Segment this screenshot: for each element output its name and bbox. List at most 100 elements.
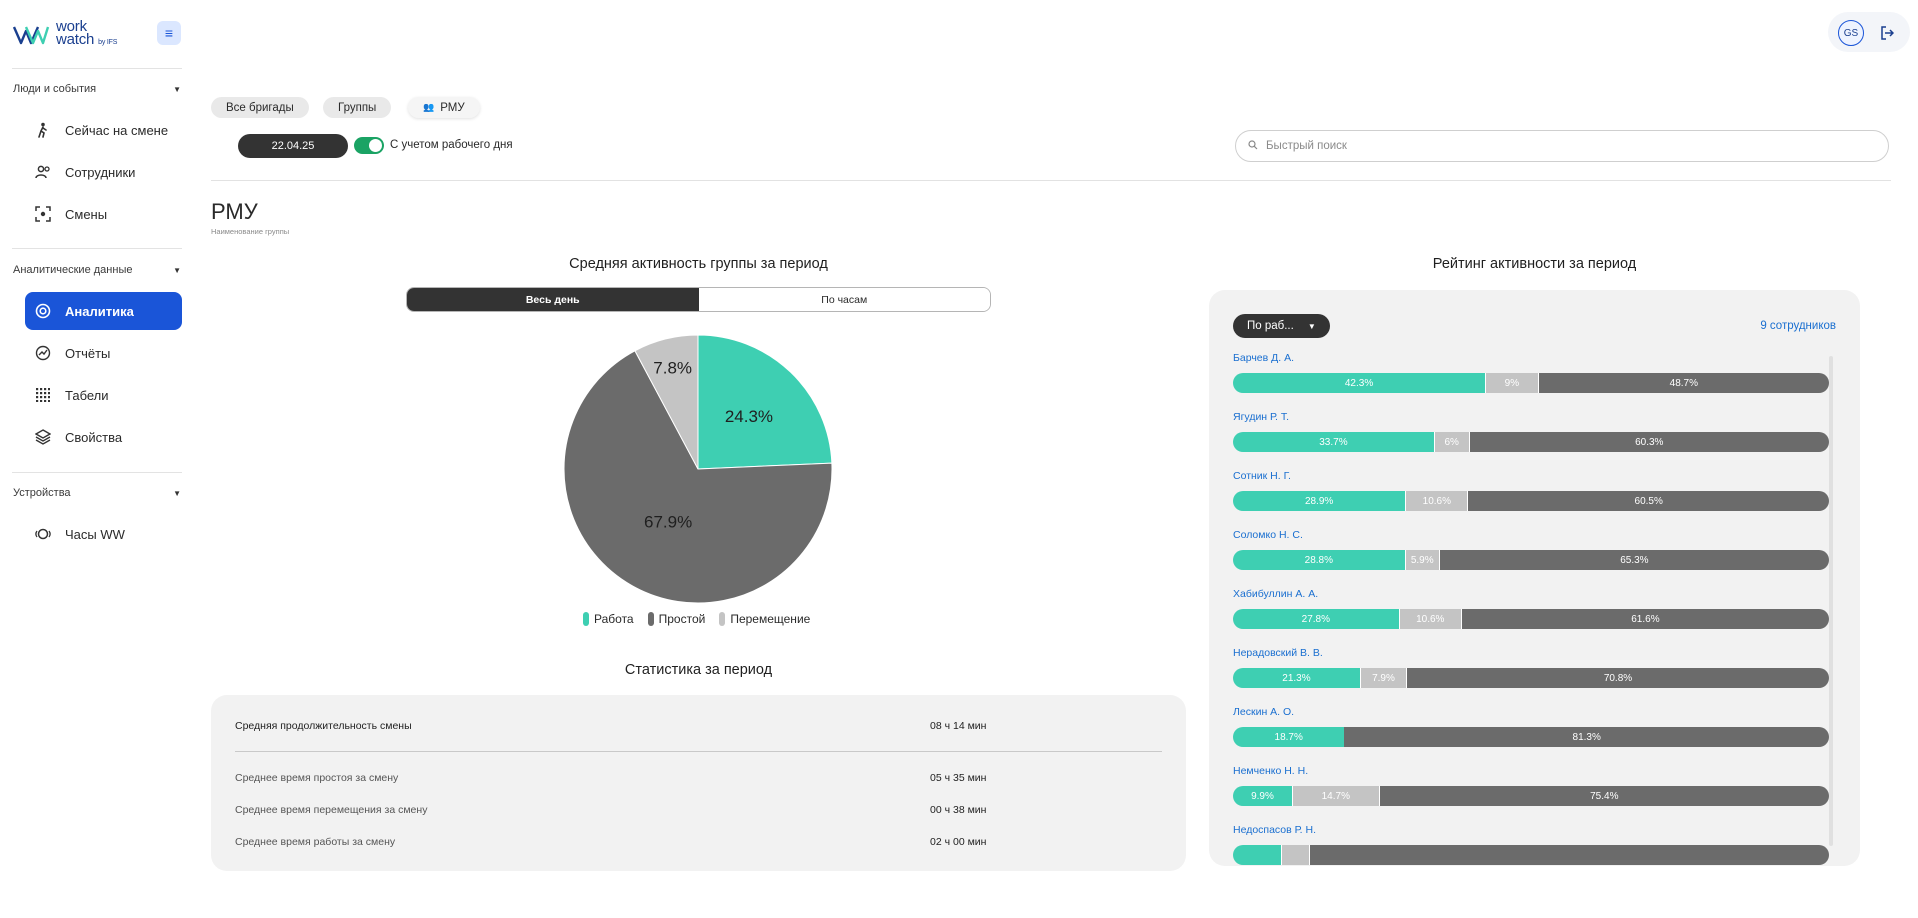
pie-label-0: 24.3% [725, 407, 773, 426]
stat-row: Средняя продолжительность смены 08 ч 14 … [235, 720, 1165, 732]
sidebar-item-reports[interactable]: Отчёты [25, 334, 182, 372]
pie-slice-0[interactable] [697, 334, 833, 470]
bar-segment-move: 60.5% [1468, 491, 1829, 511]
sidebar-item-employees[interactable]: Сотрудники [25, 153, 182, 191]
watch-icon [35, 526, 51, 542]
logo-line2: watch [56, 31, 95, 48]
sidebar-item-watches[interactable]: Часы WW [25, 515, 182, 553]
stat-label: Среднее время простоя за смену [235, 772, 399, 784]
workday-toggle[interactable] [354, 137, 384, 154]
pie-slice-2[interactable] [634, 334, 699, 470]
avatar[interactable]: GS [1838, 20, 1864, 46]
logo-line1: work [56, 18, 87, 35]
section-devices[interactable]: Устройства ▼ [13, 487, 181, 499]
section-people-events[interactable]: Люди и события ▼ [13, 83, 181, 95]
rating-card: По раб... ▼ 9 сотрудников Барчев Д. А. 42… [1209, 290, 1860, 866]
bar-segment-work: 18.7% [1233, 727, 1345, 747]
stat-row: Среднее время простоя за смену 05 ч 35 м… [235, 772, 1165, 784]
stat-row: Среднее время перемещения за смену 00 ч … [235, 804, 1165, 816]
legend-item-idle: Простой [647, 612, 706, 626]
bar-segment-work: 9.9% [1233, 786, 1292, 806]
sidebar-item-label: Свойства [65, 429, 123, 445]
employee-name-link[interactable]: Недоспасов Р. Н. [1233, 824, 1316, 836]
sidebar-item-shifts[interactable]: Смены [25, 195, 182, 233]
bar-segment-work: 28.8% [1233, 550, 1405, 570]
page-title: РМУ [211, 199, 258, 224]
stat-value: 08 ч 14 мин [930, 720, 987, 732]
stats-card: Средняя продолжительность смены 08 ч 14 … [211, 695, 1186, 871]
section-title: Устройства [13, 487, 71, 499]
group-icon: 👥 [423, 102, 435, 112]
activity-tabs: Весь день По часам [406, 287, 991, 312]
employee-name-link[interactable]: Соломко Н. С. [1233, 529, 1303, 541]
tab-whole-day[interactable]: Весь день [407, 288, 699, 311]
rating-filter-dropdown[interactable]: По раб... ▼ [1233, 314, 1330, 338]
bar-segment-move: 60.3% [1469, 432, 1829, 452]
search-input[interactable] [1266, 140, 1866, 152]
employee-row: Соломко Н. С. 28.8% 5.9% 65.3% [1233, 529, 1829, 570]
legend-label: Простой [658, 612, 706, 626]
bar-segment-move [1310, 845, 1829, 865]
employee-count-link[interactable]: 9 сотрудников [1760, 320, 1836, 332]
pie-svg: 24.3% 67.9% 7.8% [563, 334, 833, 604]
section-analytics-data[interactable]: Аналитические данные ▼ [13, 264, 181, 276]
employee-name-link[interactable]: Немченко Н. Н. [1233, 765, 1309, 777]
sidebar-item-label: Сейчас на смене [65, 122, 169, 138]
legend-label: Работа [594, 612, 634, 626]
employee-name-link[interactable]: Нерадовский В. В. [1233, 647, 1323, 659]
caret-down-icon: ▼ [173, 488, 181, 498]
analytics-icon [35, 303, 51, 319]
sidebar-item-on-shift[interactable]: Сейчас на смене [25, 111, 182, 149]
page-subtitle: Наименование группы [211, 227, 290, 236]
employee-row: Недоспасов Р. Н. [1233, 824, 1829, 865]
tab-by-hours[interactable]: По часам [698, 288, 990, 311]
date-value: 22.04.25 [271, 140, 315, 152]
sidebar-item-analytics[interactable]: Аналитика [25, 292, 182, 330]
rating-scrollbar[interactable] [1829, 356, 1833, 846]
person-walking-icon [35, 122, 51, 138]
search-box[interactable] [1235, 130, 1889, 162]
bar-segment-move: 81.3% [1344, 727, 1829, 747]
sidebar-divider [12, 248, 182, 249]
employee-name-link[interactable]: Хабибуллин А. А. [1233, 588, 1319, 600]
chevron-down-icon: ▼ [1307, 321, 1316, 331]
employee-name-link[interactable]: Барчев Д. А. [1233, 352, 1295, 364]
bar-segment-move: 48.7% [1538, 373, 1829, 393]
employee-name-link[interactable]: Ягудин Р. Т. [1233, 411, 1290, 423]
workday-toggle-label: С учетом рабочего дня [390, 139, 513, 151]
employee-name-link[interactable]: Лескин А. О. [1233, 706, 1295, 718]
users-icon [35, 164, 51, 180]
stat-value: 02 ч 00 мин [930, 836, 987, 848]
employee-row: Лескин А. О. 18.7% 81.3% [1233, 706, 1829, 747]
grid-icon [35, 387, 51, 403]
pie-slice-1[interactable] [563, 350, 833, 604]
sidebar-item-properties[interactable]: Свойства [25, 418, 182, 456]
rating-title: Рейтинг активности за период [1432, 256, 1637, 272]
sidebar-item-timesheets[interactable]: Табели [25, 376, 182, 414]
date-picker-button[interactable]: 22.04.25 [238, 134, 348, 158]
stat-value: 00 ч 38 мин [930, 804, 987, 816]
stats-title: Статистика за период [624, 662, 773, 678]
bar-segment-move: 65.3% [1439, 550, 1829, 570]
logout-button[interactable] [1874, 20, 1900, 46]
legend-item-move: Перемещение [719, 612, 810, 626]
activity-bar: 28.8% 5.9% 65.3% [1233, 550, 1829, 570]
layers-icon [35, 429, 51, 445]
sidebar-item-label: Сотрудники [65, 164, 136, 180]
bar-segment-move: 61.6% [1461, 609, 1829, 629]
sidebar-item-label: Аналитика [65, 303, 134, 319]
bar-segment-idle: 5.9% [1404, 550, 1440, 570]
stat-label: Средняя продолжительность смены [235, 720, 412, 732]
employee-name-link[interactable]: Сотник Н. Г. [1233, 470, 1291, 482]
hamburger-icon: ≡ [164, 25, 174, 41]
legend-swatch [583, 612, 589, 626]
breadcrumb-current-group[interactable]: 👥 РМУ [408, 97, 480, 118]
breadcrumb-all-brigades[interactable]: Все бригады [211, 97, 309, 118]
employee-row: Нерадовский В. В. 21.3% 7.9% 70.8% [1233, 647, 1829, 688]
breadcrumb-groups[interactable]: Группы [323, 97, 392, 118]
header-divider [211, 180, 1891, 181]
employee-row: Сотник Н. Г. 28.9% 10.6% 60.5% [1233, 470, 1829, 511]
employee-row: Ягудин Р. Т. 33.7% 6% 60.3% [1233, 411, 1829, 452]
shift-icon [35, 206, 51, 222]
menu-toggle-button[interactable]: ≡ [157, 21, 181, 45]
